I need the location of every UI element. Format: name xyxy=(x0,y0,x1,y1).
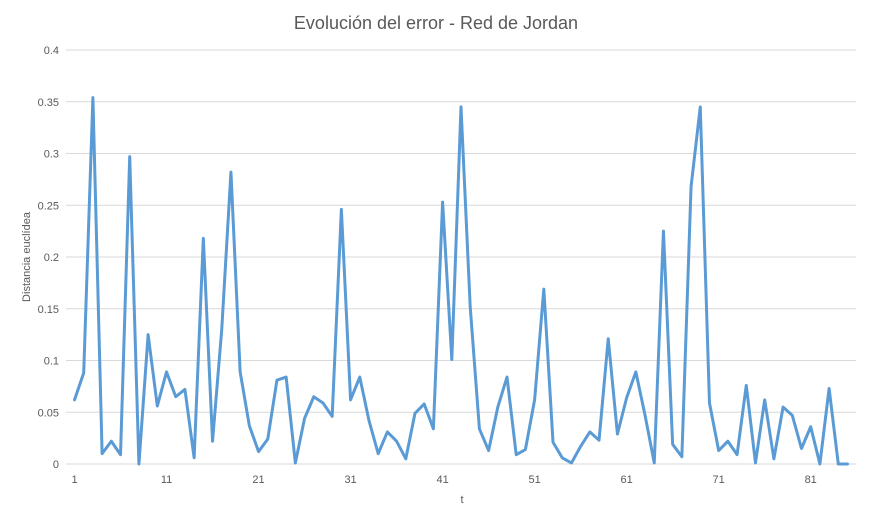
x-tick-label: 1 xyxy=(71,474,77,486)
x-tick-label: 31 xyxy=(344,474,356,486)
y-tick-label: 0 xyxy=(53,459,59,471)
y-tick-label: 0.3 xyxy=(44,149,59,161)
x-tick-label: 11 xyxy=(161,474,172,486)
x-tick-label: 71 xyxy=(713,474,725,486)
y-tick-label: 0.2 xyxy=(44,252,59,264)
y-tick-label: 0.05 xyxy=(38,407,59,419)
x-tick-label: 61 xyxy=(621,474,633,486)
x-tick-label: 81 xyxy=(805,474,817,486)
y-tick-labels: 0 0.05 0.1 0.15 0.2 0.25 0.3 0.35 0.4 xyxy=(38,45,59,471)
x-tick-label: 41 xyxy=(436,474,448,486)
series-line xyxy=(73,96,849,466)
series-group xyxy=(73,96,849,466)
chart-title: Evolución del error - Red de Jordan xyxy=(294,13,578,33)
y-tick-label: 0.15 xyxy=(38,304,59,316)
x-tick-label: 21 xyxy=(252,474,264,486)
x-axis-label: t xyxy=(460,494,463,506)
x-tick-labels: 1 11 21 31 41 51 61 71 81 xyxy=(71,474,816,486)
x-tick-label: 51 xyxy=(528,474,540,486)
y-tick-label: 0.1 xyxy=(44,356,59,368)
y-axis-label: Distancia euclídea xyxy=(21,211,33,302)
y-tick-label: 0.4 xyxy=(44,45,59,57)
y-tick-label: 0.25 xyxy=(38,200,59,212)
y-tick-label: 0.35 xyxy=(38,97,59,109)
